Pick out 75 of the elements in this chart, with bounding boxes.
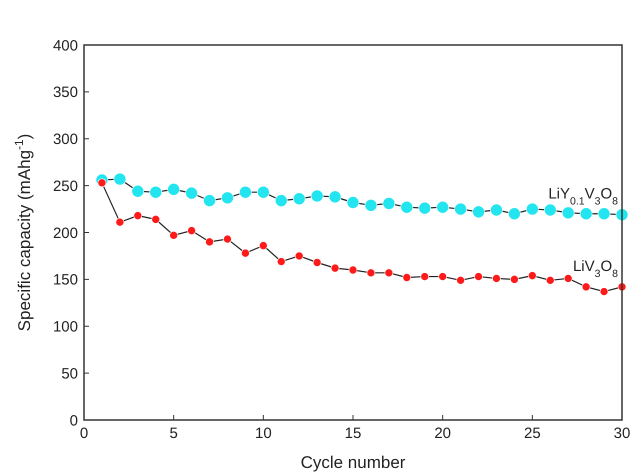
point [310,190,324,202]
point [169,231,178,240]
point [598,207,610,220]
y-tick-label: 150 [52,272,78,289]
point [348,266,358,274]
y-tick-label: 50 [61,365,78,382]
point [116,218,124,226]
point [382,197,396,210]
point [400,200,414,214]
y-tick-label: 250 [52,178,78,195]
y-tick-label: 100 [52,318,78,336]
point [472,206,485,218]
point [580,207,592,220]
x-tick-label: 25 [524,425,541,442]
point [418,202,432,214]
point [384,268,394,278]
series-label: LiV$_{3}$O$_{8}$ [572,258,618,280]
point [436,200,449,214]
point [312,258,322,267]
point [185,186,198,200]
x-tick-label: 0 [80,425,88,442]
point [454,202,467,216]
point [328,190,342,204]
x-tick-label: 10 [254,425,272,442]
point [510,275,519,284]
point [134,211,142,220]
x-tick-label: 15 [344,425,362,442]
point [276,257,286,266]
x-tick-label: 5 [169,425,178,442]
point [438,272,447,281]
point [221,192,234,204]
point [132,184,144,198]
x-tick-label: 30 [614,425,630,442]
point [420,272,430,281]
y-tick-label: 350 [52,84,78,102]
point [241,248,250,258]
point [474,272,483,281]
point [274,194,288,207]
point [259,241,268,250]
point [330,264,340,272]
point [562,206,574,220]
point [346,196,360,209]
point [600,287,608,296]
point [364,199,378,212]
series-label: LiY$_{0.1}$V$_{3}$O$_{8}$ [548,186,618,208]
y-tick-label: 0 [70,412,78,430]
point [582,282,590,292]
point [456,276,465,285]
point [203,194,216,207]
point [490,204,503,216]
x-axis-title: Cycle number [300,453,406,472]
point [492,274,501,283]
point [149,186,162,198]
point [508,207,521,220]
y-tick-label: 300 [52,131,78,148]
point [544,204,557,216]
point [546,276,555,285]
point [402,273,412,282]
y-tick-label: 200 [52,224,78,242]
x-tick-label: 20 [434,425,452,442]
point [151,215,160,224]
point [564,274,572,283]
point [205,238,214,246]
point [223,234,232,244]
point [526,202,539,216]
point [366,268,376,278]
point [239,186,252,198]
point [528,271,537,280]
point [114,172,126,186]
point [257,186,270,198]
point [292,192,306,206]
y-tick-label: 400 [52,37,78,54]
point [167,183,180,196]
point [294,252,304,260]
point [187,226,196,235]
